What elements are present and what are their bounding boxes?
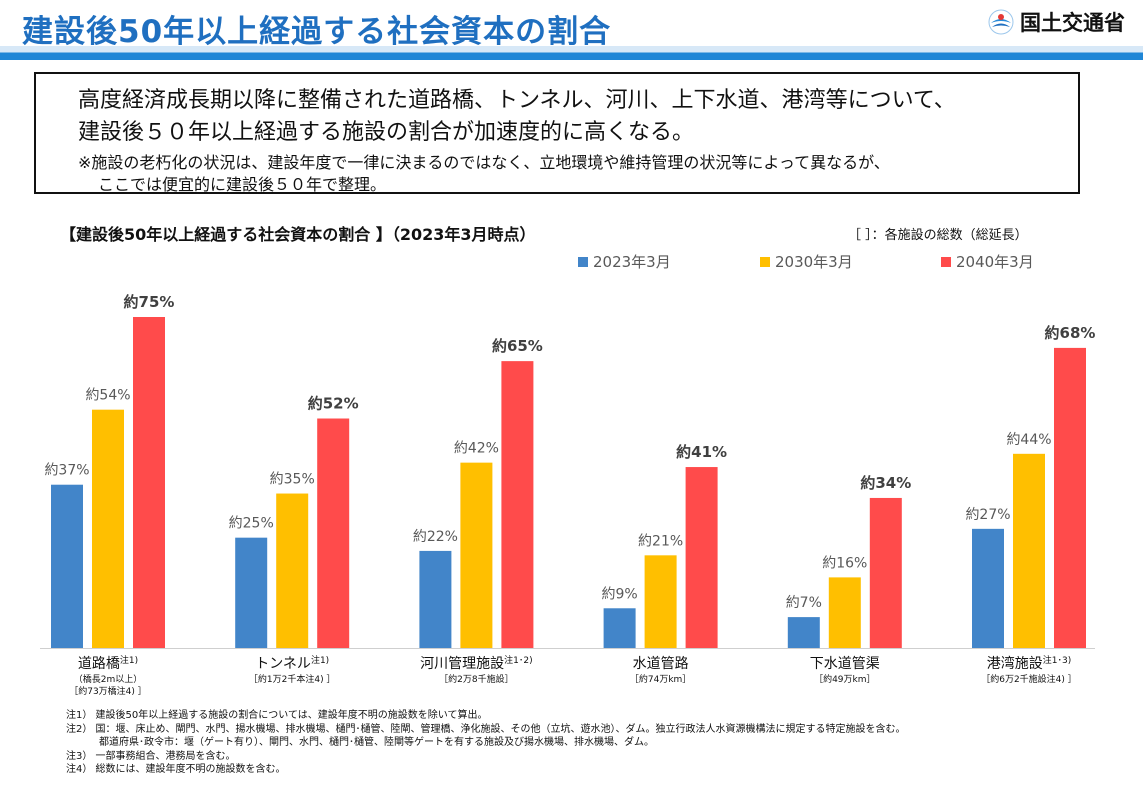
- bar-道路橋-2030年3月: [92, 409, 124, 648]
- data-label-港湾施設-2040年3月: 約68%: [1045, 324, 1096, 342]
- category-sublabel-河川管理施設-1: ［約2万8千施設］: [439, 673, 513, 685]
- category-sublabel-道路橋-1: （橋長2m以上）: [74, 673, 143, 685]
- bar-トンネル-2030年3月: [276, 493, 309, 648]
- category-label-道路橋: 道路橋注1): [78, 654, 138, 672]
- logo-text: 国土交通省: [1020, 11, 1125, 35]
- bar-河川管理施設-2023年3月: [419, 550, 452, 648]
- category-sublabel-港湾施設-1: ［約6万2千施設注4) ］: [981, 673, 1077, 685]
- footnote-1: 注1） 建設後50年以上経過する施設の割合については、建設年度不明の施設数を除い…: [66, 710, 488, 721]
- data-label-トンネル-2023年3月: 約25%: [229, 516, 274, 532]
- footnote-4: 注4） 総数には、建設年度不明の施設数を含む。: [66, 764, 286, 775]
- title-underline: [0, 46, 1143, 60]
- data-label-下水道管渠-2023年3月: 約7%: [786, 595, 822, 611]
- page-title: 建設後50年以上経過する社会資本の割合: [22, 14, 612, 50]
- bar-トンネル-2023年3月: [235, 537, 268, 648]
- mlit-logo-icon: [988, 9, 1014, 35]
- category-sublabel-トンネル-1: ［約1万2千本注4) ］: [249, 673, 336, 685]
- bar-道路橋-2040年3月: [133, 317, 165, 648]
- category-label-トンネル: トンネル注1): [255, 654, 329, 672]
- summary-line-1: 高度経済成長期以降に整備された道路橋、トンネル、河川、上下水道、港湾等について、: [78, 88, 956, 113]
- bar-道路橋-2023年3月: [51, 484, 83, 648]
- legend-label-2: 2030年3月: [775, 253, 853, 271]
- footnotes: 注1） 建設後50年以上経過する施設の割合については、建設年度不明の施設数を除い…: [66, 709, 906, 777]
- footnote-2-cont: 都道府県･政令市：堰（ゲート有り）、閘門、水門、樋門･樋管、陸閘等ゲートを有する…: [99, 737, 654, 748]
- data-label-道路橋-2030年3月: 約54%: [85, 388, 130, 404]
- bar-水道管路-2023年3月: [603, 608, 636, 648]
- bar-トンネル-2040年3月: [317, 418, 350, 648]
- legend-label-3: 2040年3月: [956, 253, 1034, 271]
- footnote-2: 注2） 国：堰、床止め、閘門、水門、揚水機場、排水機場、樋門･樋管、陸閘、管理橋…: [66, 723, 906, 735]
- data-label-河川管理施設-2040年3月: 約65%: [492, 337, 543, 355]
- data-label-水道管路-2030年3月: 約21%: [638, 533, 683, 549]
- bar-港湾施設-2040年3月: [1054, 347, 1086, 648]
- data-label-道路橋-2040年3月: 約75%: [124, 293, 175, 311]
- category-label-下水道管渠: 下水道管渠: [810, 656, 880, 672]
- legend-swatch-2: [760, 257, 770, 267]
- data-label-トンネル-2030年3月: 約35%: [270, 472, 315, 488]
- legend-swatch-3: [941, 257, 951, 267]
- data-label-河川管理施設-2030年3月: 約42%: [454, 441, 499, 457]
- bar-下水道管渠-2040年3月: [869, 497, 902, 648]
- bar-港湾施設-2023年3月: [972, 528, 1004, 648]
- summary-note-2: ここでは便宜的に建設後５０年で整理。: [98, 175, 387, 194]
- category-sublabel-下水道管渠-1: ［約49万km］: [814, 673, 875, 685]
- summary-note-1: ※施設の老朽化の状況は、建設年度で一律に決まるのではなく、立地環境や維持管理の状…: [78, 153, 890, 172]
- ministry-logo: 国土交通省: [988, 6, 1125, 38]
- category-label-水道管路: 水道管路: [633, 656, 689, 672]
- data-label-河川管理施設-2023年3月: 約22%: [413, 529, 458, 545]
- bar-下水道管渠-2023年3月: [787, 617, 820, 648]
- summary-line-2: 建設後５０年以上経過する施設の割合が加速度的に高くなる。: [78, 120, 695, 145]
- bar-水道管路-2030年3月: [644, 555, 677, 648]
- data-label-下水道管渠-2030年3月: 約16%: [822, 555, 867, 571]
- category-sublabel-道路橋-2: ［約73万橋注4) ］: [69, 685, 147, 697]
- data-label-港湾施設-2023年3月: 約27%: [965, 507, 1010, 523]
- data-label-道路橋-2023年3月: 約37%: [44, 463, 89, 479]
- chart-total-note: ［ ］：各施設の総数（総延長）: [848, 228, 1028, 243]
- legend-swatch-1: [578, 257, 588, 267]
- chart-title: 【建設後50年以上経過する社会資本の割合 】（2023年3月時点）: [60, 225, 536, 244]
- data-label-水道管路-2040年3月: 約41%: [676, 443, 727, 461]
- legend-label-1: 2023年3月: [593, 253, 671, 271]
- bar-港湾施設-2030年3月: [1013, 453, 1045, 648]
- category-label-港湾施設: 港湾施設注1･3): [987, 654, 1071, 672]
- category-sublabel-水道管路-1: ［約74万km］: [630, 673, 691, 685]
- bar-河川管理施設-2040年3月: [501, 361, 534, 648]
- footnote-3: 注3） 一部事務組合、港務局を含む。: [66, 750, 236, 762]
- data-label-下水道管渠-2040年3月: 約34%: [860, 474, 911, 492]
- summary-box: 高度経済成長期以降に整備された道路橋、トンネル、河川、上下水道、港湾等について、…: [34, 72, 1080, 194]
- data-label-港湾施設-2030年3月: 約44%: [1006, 432, 1051, 448]
- data-label-トンネル-2040年3月: 約52%: [308, 395, 359, 413]
- bar-河川管理施設-2030年3月: [460, 462, 493, 648]
- bar-水道管路-2040年3月: [685, 467, 718, 648]
- data-label-水道管路-2023年3月: 約9%: [601, 586, 637, 602]
- category-label-河川管理施設: 河川管理施設注1･2): [420, 654, 532, 672]
- bar-下水道管渠-2030年3月: [828, 577, 861, 648]
